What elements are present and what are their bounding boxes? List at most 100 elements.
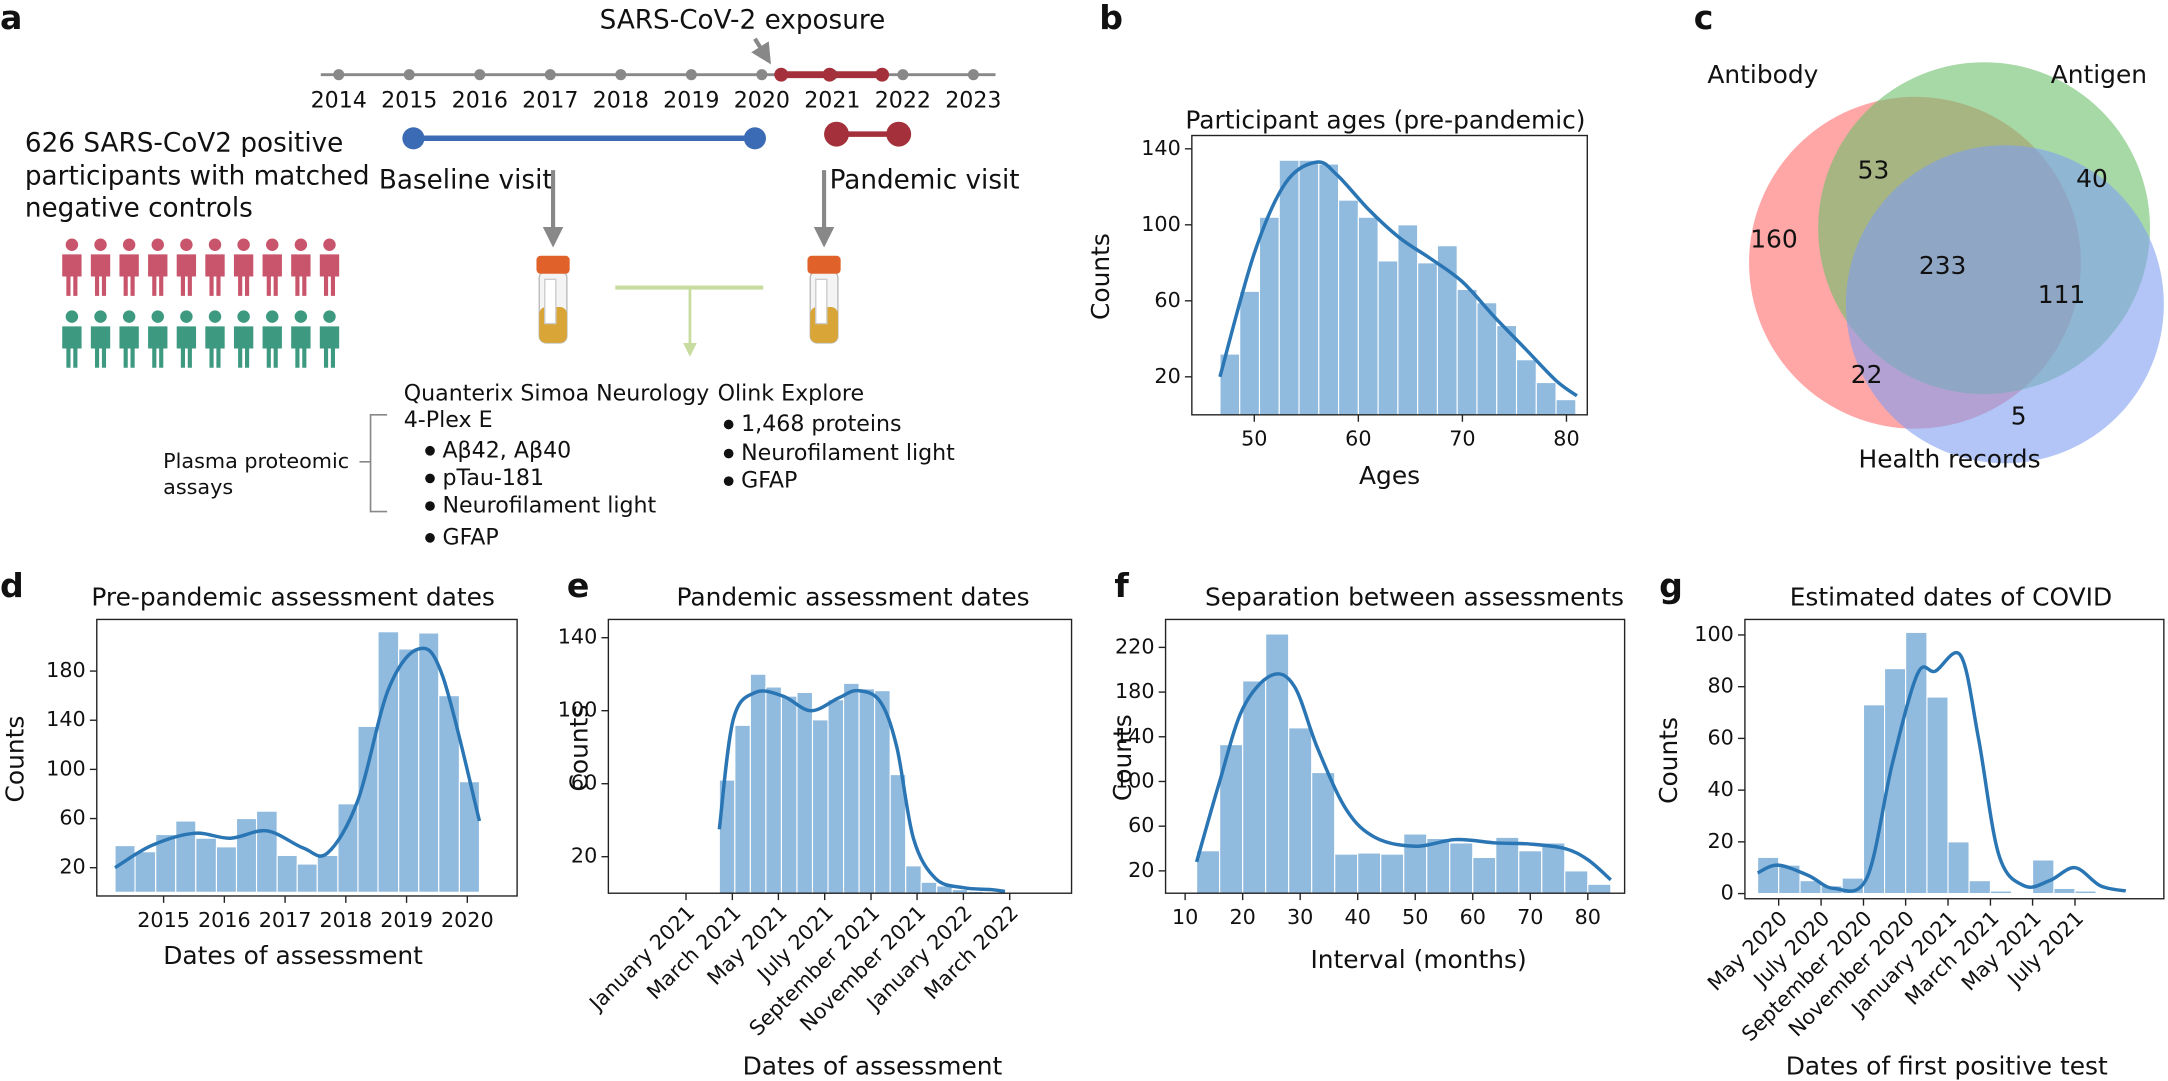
bar	[1338, 199, 1359, 416]
axes-frame	[1744, 618, 2165, 900]
year-dot	[333, 69, 345, 81]
y-tick-label: 60	[571, 771, 597, 795]
person-head	[237, 310, 250, 323]
bar	[398, 648, 420, 893]
bar	[1196, 850, 1221, 894]
bar	[1278, 159, 1300, 416]
bar	[1334, 853, 1359, 894]
y-tick-label: 20	[1154, 364, 1180, 388]
bar	[1515, 359, 1537, 416]
year-dot	[474, 69, 486, 81]
bar	[1377, 260, 1399, 416]
label: 160	[1750, 225, 1797, 254]
bar	[235, 817, 258, 893]
x-tick-label: 80	[1553, 427, 1579, 451]
person-body	[148, 326, 168, 368]
y-tick-label: 140	[558, 625, 598, 649]
bar	[811, 719, 829, 894]
baseline-dot	[743, 127, 766, 150]
x-tick-label: 2020	[441, 908, 494, 932]
bar	[796, 691, 814, 894]
bullet	[425, 473, 435, 484]
bar	[114, 845, 136, 893]
bar	[2032, 859, 2055, 895]
panel-letter: d	[0, 566, 24, 605]
year-dot	[967, 69, 979, 81]
person-head	[208, 238, 222, 251]
x-tick-label: 40	[1345, 905, 1371, 929]
x-tick-label: 80	[1575, 905, 1601, 929]
person-head	[151, 238, 164, 251]
person-head	[323, 238, 336, 251]
person-body	[291, 254, 311, 296]
y-tick-label: 220	[1115, 634, 1155, 658]
bar	[1989, 890, 2013, 895]
bar	[1905, 631, 1928, 895]
y-tick-label: 60	[1128, 813, 1154, 837]
y-tick-label: 100	[1115, 768, 1155, 792]
person-head	[294, 238, 308, 251]
bar	[195, 837, 217, 893]
axes-frame	[1191, 134, 1588, 416]
person-head	[208, 310, 222, 323]
y-tick-label: 20	[571, 844, 597, 868]
bar	[1417, 262, 1438, 416]
bar	[1555, 399, 1577, 416]
y-tick-label: 60	[59, 806, 85, 830]
panel-letter: g	[1659, 566, 1683, 605]
person-head	[65, 238, 79, 251]
person-body	[319, 254, 340, 296]
year-dot	[685, 69, 697, 81]
label: Health records	[1859, 444, 2041, 473]
person-head	[323, 310, 336, 323]
x-axis-label: Dates of assessment	[163, 941, 423, 970]
bar	[276, 854, 298, 893]
bar	[765, 686, 782, 894]
x-axis-label: Dates of assessment	[743, 1051, 1003, 1080]
bar	[255, 810, 278, 893]
y-tick-label: 20	[1707, 829, 1733, 853]
y-tick-label: 140	[1141, 136, 1181, 160]
bar	[357, 725, 379, 893]
bar	[1357, 852, 1382, 894]
label: 2016	[452, 87, 508, 113]
panel-letter: c	[1694, 0, 1714, 37]
tube-cap	[807, 255, 841, 274]
y-tick-label: 60	[1154, 288, 1180, 312]
x-tick-label: 70	[1517, 905, 1543, 929]
label: pTau-181	[442, 465, 544, 491]
y-tick-label: 140	[46, 707, 86, 731]
person-head	[237, 238, 250, 251]
x-tick-label: 2015	[137, 908, 190, 932]
x-tick-label: 30	[1287, 905, 1313, 929]
label: Antigen	[2051, 60, 2147, 89]
person-body	[62, 326, 82, 368]
y-tick-label: 20	[59, 855, 85, 879]
bar	[780, 695, 798, 894]
label: GFAP	[741, 468, 797, 494]
person-body	[319, 326, 340, 368]
label: Pandemic visit	[830, 166, 1020, 196]
person-body	[176, 254, 197, 296]
bullet	[425, 533, 435, 543]
person-head	[180, 310, 193, 323]
bar	[296, 863, 318, 893]
bar	[1926, 696, 1949, 895]
person-body	[148, 254, 168, 296]
chart-title: Participant ages (pre-pandemic)	[1185, 106, 1585, 135]
label: 22	[1851, 360, 1883, 389]
label: 4-Plex E	[404, 407, 493, 433]
axes-frame	[1164, 618, 1626, 894]
label: 2014	[311, 87, 367, 113]
label: Antibody	[1707, 60, 1818, 89]
x-tick-label: 60	[1345, 427, 1371, 451]
person-body	[62, 254, 82, 296]
person-head	[266, 238, 279, 251]
x-tick-label: 2019	[380, 908, 433, 932]
label: Olink Explore	[718, 381, 865, 407]
person-head	[294, 310, 308, 323]
bar	[1311, 771, 1336, 894]
bar	[1535, 381, 1557, 416]
person-body	[205, 254, 225, 296]
person-head	[94, 238, 107, 251]
